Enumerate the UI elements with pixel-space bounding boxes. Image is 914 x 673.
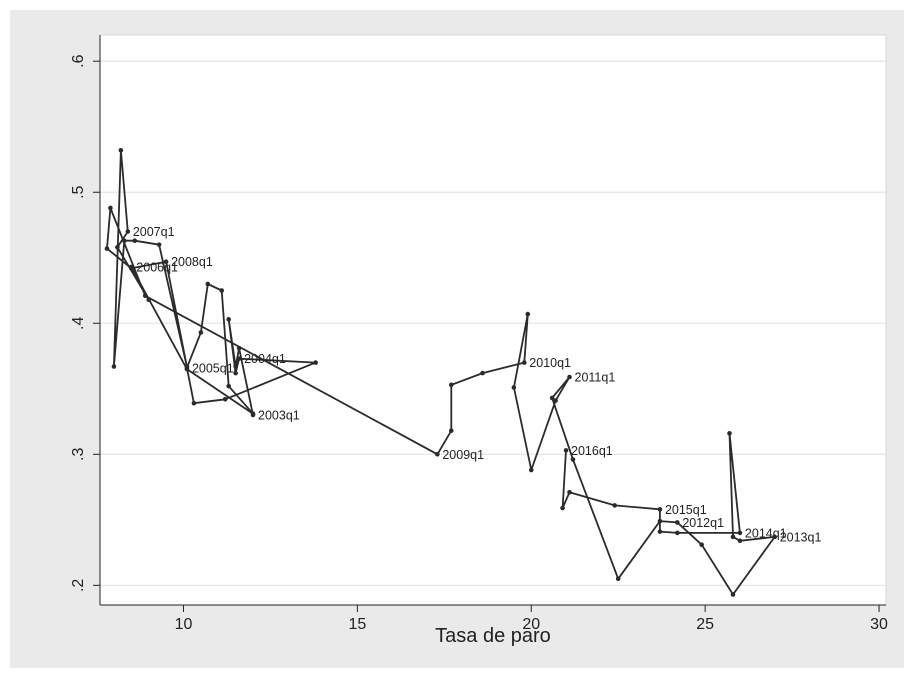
axes: .2 .3 .4 .5 .6 10 15 20 25 30 xyxy=(70,35,888,633)
data-point xyxy=(675,530,680,536)
data-point xyxy=(737,538,743,544)
data-point xyxy=(567,490,572,495)
data-point xyxy=(563,448,569,453)
data-point xyxy=(549,395,555,401)
point-label: 2015q1 xyxy=(665,503,707,517)
data-point xyxy=(612,503,618,508)
point-label: 2010q1 xyxy=(529,356,571,370)
data-point xyxy=(205,281,211,287)
x-tick-label: 10 xyxy=(175,616,193,633)
data-point xyxy=(435,452,440,457)
plot-area xyxy=(99,34,887,606)
x-tick-label: 15 xyxy=(348,616,366,633)
data-point xyxy=(233,364,238,369)
y-tick-label: .3 xyxy=(70,448,87,461)
data-point xyxy=(191,400,197,406)
data-point xyxy=(163,259,169,264)
data-point xyxy=(657,529,663,534)
data-point xyxy=(250,411,256,416)
data-point xyxy=(226,383,231,389)
data-point xyxy=(699,542,704,548)
point-label: 2009q1 xyxy=(442,448,484,462)
point-label: 2003q1 xyxy=(258,409,300,423)
y-tick-label: .6 xyxy=(70,54,87,67)
data-points xyxy=(104,148,778,597)
data-point xyxy=(115,244,120,250)
data-point xyxy=(108,205,113,211)
data-point xyxy=(560,505,565,511)
data-point xyxy=(236,356,242,361)
point-label: 2013q1 xyxy=(780,530,822,544)
point-label: 2012q1 xyxy=(682,516,724,530)
data-point xyxy=(132,238,138,244)
data-point xyxy=(104,246,110,251)
data-point xyxy=(525,311,531,317)
data-point xyxy=(125,229,131,234)
point-label: 2007q1 xyxy=(133,225,175,239)
chart-svg: .2.3.4.5.610 15 20 25 30 2003q12004q12005q12… xyxy=(70,34,888,647)
data-point xyxy=(615,576,621,582)
data-point xyxy=(219,288,225,293)
data-point xyxy=(226,317,231,322)
data-point xyxy=(146,297,151,302)
gridlines xyxy=(100,60,886,586)
point-label: 2014q1 xyxy=(745,526,787,540)
data-point xyxy=(142,293,148,299)
data-point xyxy=(480,370,485,376)
data-point xyxy=(156,242,162,247)
data-point xyxy=(111,364,117,369)
data-point xyxy=(737,530,743,536)
data-point xyxy=(198,330,204,335)
data-point xyxy=(236,345,242,351)
point-label: 2006q1 xyxy=(136,260,178,274)
data-point xyxy=(567,374,572,380)
data-point xyxy=(772,534,778,540)
data-point xyxy=(233,370,238,376)
x-tick-label: 30 xyxy=(870,616,888,633)
data-point xyxy=(313,360,318,365)
y-tick-label: .5 xyxy=(70,185,87,198)
y-tick-label: .4 xyxy=(70,317,87,330)
point-label: 2016q1 xyxy=(571,444,613,458)
y-tick-label: .2 xyxy=(70,579,87,592)
data-point xyxy=(118,148,124,153)
point-label: 2005q1 xyxy=(192,361,234,375)
chart-frame: .2.3.4.5.6 10 15 20 25 30 2003q1 2004q1 2005q1 2… xyxy=(10,10,904,668)
data-point xyxy=(553,398,558,403)
data-point xyxy=(528,467,534,473)
data-point xyxy=(730,534,736,540)
point-label: 2004q1 xyxy=(244,352,286,366)
data-point xyxy=(129,265,134,271)
point-label: 2008q1 xyxy=(171,255,213,269)
point-labels: 2003q1 2004q1 2005q1 2006q1 2007q1 2008q1 2009… xyxy=(133,225,822,544)
data-point xyxy=(122,238,127,244)
data-point xyxy=(448,428,454,434)
data-point xyxy=(730,592,736,597)
data-point xyxy=(570,457,576,462)
data-point xyxy=(522,360,527,365)
data-point xyxy=(727,431,732,436)
data-point xyxy=(675,520,680,525)
data-point xyxy=(222,396,228,402)
x-tick-label: 20 xyxy=(522,616,540,633)
data-point xyxy=(657,507,663,512)
point-label: 2011q1 xyxy=(575,371,616,385)
x-axis-title: Tasa de paro xyxy=(435,625,551,647)
data-point xyxy=(511,385,517,390)
data-point xyxy=(448,382,454,388)
data-point xyxy=(657,518,663,524)
data-point xyxy=(184,364,190,369)
x-tick-label: 25 xyxy=(696,616,714,633)
